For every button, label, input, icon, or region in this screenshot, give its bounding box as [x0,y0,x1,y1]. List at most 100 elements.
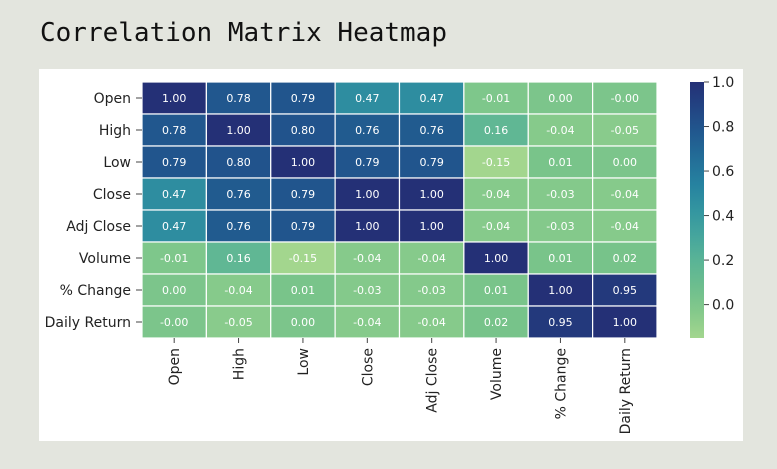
cell-value-label: -0.03 [417,284,445,297]
row-label: Close [93,187,131,203]
heatmap-cell [463,145,529,179]
cell-value-label: -0.04 [353,316,381,329]
correlation-heatmap: 1.00 0.78 0.79 0.47 0.47 -0.01 0.00 -0.00 0.78 1.… [45,75,735,434]
column-label: Low [296,348,312,376]
heatmap-cell [463,273,529,307]
cell-value-label: 0.95 [613,284,638,297]
cell-value-label: -0.01 [482,92,510,105]
cell-value-label: 0.47 [419,92,444,105]
cell-value-label: -0.04 [353,252,381,265]
cell-value-label: 0.76 [355,124,380,137]
cell-value-label: 0.16 [226,252,251,265]
cell-value-label: -0.00 [611,92,639,105]
cell-value-label: 1.00 [162,92,187,105]
cell-value-label: 0.01 [548,156,573,169]
colorbar-ticks: 1.0 0.8 0.6 0.4 0.2 0.0 [704,75,734,314]
cell-value-label: 1.00 [484,252,509,265]
heatmap-cell [592,81,658,115]
heatmap-cell [463,113,529,147]
cell-value-label: 0.02 [484,316,509,329]
colorbar-tick-label: 0.4 [712,209,734,225]
heatmap-cell [334,113,401,147]
cell-value-label: -0.04 [546,124,574,137]
cell-value-label: 0.00 [613,156,638,169]
cell-value-label: -0.01 [160,252,188,265]
heatmap-cell [592,113,658,147]
cell-value-label: 0.16 [484,124,509,137]
heatmap-cell [398,305,465,339]
cell-value-label: 0.80 [226,156,251,169]
chart-card: 1.00 0.78 0.79 0.47 0.47 -0.01 0.00 -0.00 0.78 1.… [39,69,743,441]
cell-value-label: 0.47 [162,188,187,201]
cell-value-label: -0.04 [224,284,252,297]
cell-value-label: 1.00 [613,316,638,329]
cell-value-label: 0.79 [291,188,316,201]
column-label: High [232,348,248,380]
row-label: % Change [60,283,131,299]
heatmap-cell [205,241,272,275]
heatmap-cells: 1.00 0.78 0.79 0.47 0.47 -0.01 0.00 -0.00 0.78 1.… [141,81,658,339]
cell-value-label: 0.79 [419,156,444,169]
cell-value-label: 0.76 [419,124,444,137]
heatmap-cell [270,273,336,307]
cell-value-label: -0.04 [417,252,445,265]
colorbar-tick-label: 0.2 [712,253,734,269]
row-label: Low [103,155,131,171]
cell-value-label: 0.47 [162,220,187,233]
colorbar-tick-label: 0.8 [712,120,734,136]
cell-value-label: 0.01 [484,284,509,297]
cell-value-label: 1.00 [419,188,444,201]
cell-value-label: -0.05 [611,124,639,137]
cell-value-label: 0.78 [226,92,251,105]
colorbar: 1.0 0.8 0.6 0.4 0.2 0.0 [690,75,734,338]
heatmap-cell [398,177,465,211]
cell-value-label: -0.04 [611,188,639,201]
cell-value-label: 0.02 [613,252,638,265]
page-title: Correlation Matrix Heatmap [40,18,447,48]
colorbar-tick-label: 1.0 [712,75,734,91]
cell-value-label: 0.80 [291,124,316,137]
cell-value-label: 0.79 [355,156,380,169]
heatmap-cell [141,273,207,307]
row-labels: Open High Low Close Adj Close Volume % Change D… [45,91,142,331]
cell-value-label: 1.00 [548,284,573,297]
heatmap-cell [463,241,529,275]
row-label: Volume [79,251,131,267]
cell-value-label: 0.76 [226,188,251,201]
cell-value-label: -0.00 [160,316,188,329]
heatmap-cell [527,273,594,307]
cell-value-label: 1.00 [419,220,444,233]
heatmap-cell [592,145,658,179]
cell-value-label: 0.78 [162,124,187,137]
heatmap-cell [527,177,594,211]
cell-value-label: 0.79 [162,156,187,169]
column-label: Open [167,348,183,385]
cell-value-label: 0.47 [355,92,380,105]
colorbar-tick-label: 0.0 [712,298,734,314]
cell-value-label: 0.01 [548,252,573,265]
row-label: Open [94,91,131,107]
cell-value-label: -0.04 [611,220,639,233]
cell-value-label: 0.79 [291,220,316,233]
heatmap-cell [270,305,336,339]
cell-value-label: -0.03 [546,188,574,201]
cell-value-label: 0.01 [291,284,316,297]
heatmap-cell [398,209,465,243]
cell-value-label: -0.15 [482,156,510,169]
heatmap-cell [205,81,272,115]
column-label: Adj Close [425,348,441,413]
cell-value-label: -0.04 [482,188,510,201]
column-labels: Open High Low Close Adj Close Volume % Change D… [167,338,634,434]
heatmap-cell [205,113,272,147]
cell-value-label: 1.00 [226,124,251,137]
heatmap-cell [592,273,658,307]
colorbar-tick-label: 0.6 [712,164,734,180]
column-label: Volume [489,348,505,400]
heatmap-cell [270,177,336,211]
heatmap-cell [205,273,272,307]
heatmap-cell [592,241,658,275]
cell-value-label: 0.79 [291,92,316,105]
heatmap-cell [398,273,465,307]
cell-value-label: 0.00 [291,316,316,329]
colorbar-scale [690,82,704,338]
